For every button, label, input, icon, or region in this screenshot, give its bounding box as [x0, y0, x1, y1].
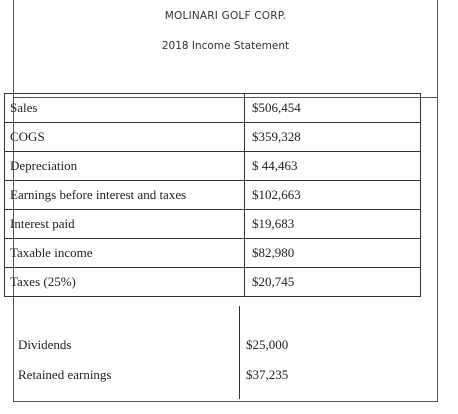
row-value: $506,454 [244, 93, 421, 123]
row-label: Sales [4, 93, 245, 123]
row-label: Taxable income [4, 238, 245, 268]
row-value: $20,745 [244, 267, 421, 297]
column-divider [239, 306, 240, 399]
row-label: COGS [4, 122, 245, 152]
table-row: Taxes (25%) $20,745 [4, 267, 421, 297]
row-label: Interest paid [4, 209, 245, 239]
table-row: Interest paid $19,683 [4, 209, 421, 239]
row-value: $359,328 [244, 122, 421, 152]
row-value: $82,980 [244, 238, 421, 268]
statement-title: 2018 Income Statement [161, 40, 290, 52]
table-row: Taxable income $82,980 [4, 238, 421, 268]
table-row: Depreciation $ 44,463 [4, 151, 421, 181]
row-value: $37,235 [246, 367, 289, 382]
row-label: Earnings before interest and taxes [4, 180, 245, 210]
row-value: $ 44,463 [244, 151, 421, 181]
row-label: Dividends [18, 337, 72, 352]
table-row: Dividends $25,000 [4, 337, 421, 357]
row-value: $19,683 [244, 209, 421, 239]
table-row: Earnings before interest and taxes $102,… [4, 180, 421, 210]
table-row: COGS $359,328 [4, 122, 421, 152]
table-row: Retained earnings $37,235 [4, 367, 421, 387]
row-value: $25,000 [246, 337, 289, 352]
distribution-section: Dividends $25,000 Retained earnings $37,… [4, 306, 421, 399]
company-name: MOLINARI GOLF CORP. [164, 10, 287, 22]
table-row: Sales $506,454 [4, 93, 421, 123]
income-statement-table: Sales $506,454 COGS $359,328 Depreciatio… [4, 93, 421, 297]
row-label: Retained earnings [18, 367, 112, 382]
row-value: $102,663 [244, 180, 421, 210]
row-label: Depreciation [4, 151, 245, 181]
row-label: Taxes (25%) [4, 267, 245, 297]
statement-header: MOLINARI GOLF CORP. 2018 Income Statemen… [14, 0, 437, 98]
